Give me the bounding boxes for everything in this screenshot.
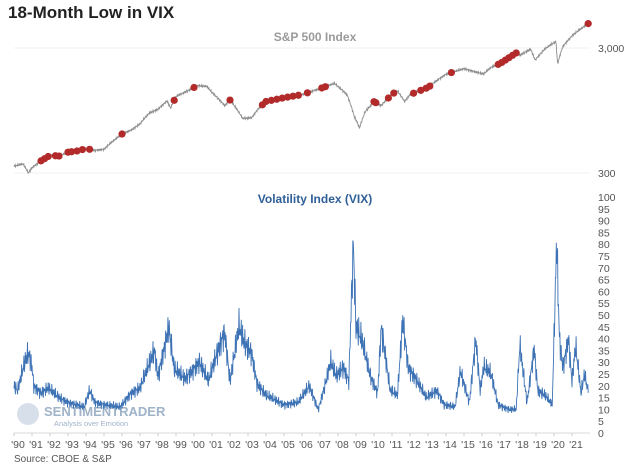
x-tick-label: '20 <box>551 439 565 451</box>
watermark-tagline: Analysis over Emotion <box>54 419 128 428</box>
signal-dot <box>584 20 592 28</box>
y-tick-label: 80 <box>598 239 610 251</box>
x-tick-label: '95 <box>101 439 115 451</box>
signal-dot <box>278 94 286 102</box>
x-tick-label: '13 <box>425 439 439 451</box>
x-tick-label: '21 <box>569 439 583 451</box>
x-axis: '90 '91 '92 '93 '94 '95 '96 '97 '98 '99 '00 '01 '02 '… <box>11 433 583 451</box>
signal-dot <box>447 68 455 77</box>
signal-dot <box>289 92 297 100</box>
x-tick-label: '96 <box>119 439 133 451</box>
sp500-line <box>13 21 589 174</box>
y-tick-label: 100 <box>598 192 616 204</box>
x-tick-label: '01 <box>209 439 223 451</box>
y-tick-label: 300 <box>598 168 616 180</box>
x-tick-label: '06 <box>299 439 313 451</box>
x-tick-label: '05 <box>281 439 295 451</box>
x-tick-label: '90 <box>11 439 25 451</box>
x-tick-label: '10 <box>371 439 385 451</box>
signal-dot <box>190 83 198 92</box>
x-tick-label: '92 <box>47 439 61 451</box>
sp500-title: S&P 500 Index <box>274 30 357 44</box>
y-tick-label: 60 <box>598 286 610 298</box>
signal-dot <box>118 130 126 138</box>
x-tick-label: '11 <box>390 439 403 451</box>
y-tick-label: 95 <box>598 204 610 216</box>
signal-dot <box>294 91 302 99</box>
y-tick-label: 85 <box>598 227 610 239</box>
y-tick-label: 10 <box>598 404 610 416</box>
signal-dot <box>262 97 270 106</box>
signal-dot <box>267 96 275 104</box>
y-tick-label: 75 <box>598 251 610 263</box>
x-tick-label: '04 <box>263 439 277 451</box>
signal-dot <box>384 94 392 102</box>
y-tick-label: 45 <box>598 322 610 334</box>
signal-dot <box>284 93 292 101</box>
y-tick-label: 20 <box>598 381 610 393</box>
signal-dot <box>73 147 81 155</box>
y-tick-label: 5 <box>598 416 604 428</box>
x-tick-label: '94 <box>83 439 97 451</box>
x-tick-label: '97 <box>137 439 151 451</box>
signal-dot <box>170 96 178 104</box>
x-tick-label: '12 <box>407 439 421 451</box>
signal-dot <box>303 89 311 97</box>
y-tick-label: 70 <box>598 263 610 275</box>
x-tick-label: '17 <box>497 439 511 451</box>
signal-dot <box>226 96 234 104</box>
x-tick-label: '98 <box>155 439 169 451</box>
x-tick-label: '08 <box>335 439 349 451</box>
x-tick-label: '03 <box>245 439 259 451</box>
y-tick-label: 50 <box>598 310 610 322</box>
watermark-logo-icon <box>17 403 39 425</box>
signal-dot <box>372 99 380 107</box>
x-tick-label: '14 <box>443 439 457 451</box>
y-tick-label: 0 <box>598 428 604 440</box>
signal-dot <box>55 152 63 160</box>
signal-dot <box>512 49 520 57</box>
signal-dot <box>86 145 94 153</box>
y-tick-label: 65 <box>598 275 610 287</box>
x-tick-label: '91 <box>29 439 43 451</box>
vix-panel: Volatility Index (VIX) 051015202530354045… <box>13 192 616 440</box>
chart-title: 18-Month Low in VIX <box>8 3 175 22</box>
signal-dot <box>273 95 281 103</box>
x-tick-label: '15 <box>461 439 475 451</box>
watermark-name: SENTIMENTRADER <box>44 404 166 419</box>
y-tick-label: 25 <box>598 369 610 381</box>
y-tick-label: 90 <box>598 216 610 228</box>
signal-dot <box>78 145 86 154</box>
sp500-panel: S&P 500 Index 300 3,000 <box>13 20 624 180</box>
x-tick-label: '99 <box>173 439 187 451</box>
x-tick-label: '18 <box>515 439 529 451</box>
vix-title: Volatility Index (VIX) <box>258 192 372 206</box>
signal-dot <box>44 152 52 161</box>
y-tick-label: 3,000 <box>598 43 624 55</box>
x-tick-label: '19 <box>533 439 547 451</box>
y-tick-label: 35 <box>598 345 610 357</box>
signal-dot <box>417 86 425 94</box>
signal-dot <box>426 82 434 90</box>
x-tick-label: '16 <box>479 439 493 451</box>
y-tick-label: 40 <box>598 334 610 346</box>
y-tick-label: 55 <box>598 298 610 310</box>
x-tick-label: '93 <box>65 439 79 451</box>
y-tick-label: 30 <box>598 357 610 369</box>
signal-dot <box>68 148 76 156</box>
vix-line <box>13 240 589 413</box>
x-tick-label: '09 <box>353 439 367 451</box>
source-note: Source: CBOE & S&P <box>14 454 112 465</box>
signal-dot <box>321 83 329 91</box>
signal-dot <box>390 89 398 97</box>
signal-dot <box>410 89 418 97</box>
x-tick-label: '00 <box>191 439 205 451</box>
y-tick-label: 15 <box>598 393 610 405</box>
sentimentrader-watermark: SENTIMENTRADER Analysis over Emotion <box>17 403 166 428</box>
x-tick-label: '02 <box>227 439 241 451</box>
x-tick-label: '07 <box>317 439 331 451</box>
